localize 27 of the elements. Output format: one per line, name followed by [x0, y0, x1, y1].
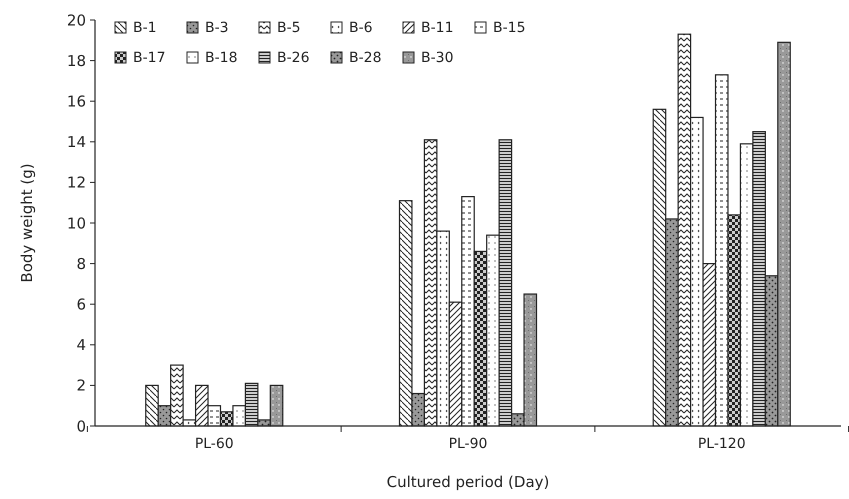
y-tick-label: 14 — [66, 133, 86, 152]
y-tick-label: 8 — [76, 254, 86, 273]
legend-label: B-3 — [205, 20, 229, 36]
y-tick-label: 6 — [76, 295, 86, 314]
x-axis-title: Cultured period (Day) — [386, 473, 550, 491]
x-tick-label: PL-120 — [698, 436, 746, 452]
y-tick-label: 18 — [66, 52, 86, 70]
x-tick-label: PL-90 — [448, 436, 488, 452]
y-axis-title: Body weight (g) — [18, 163, 36, 283]
legend-label: B-18 — [205, 50, 238, 66]
x-tick-label: PL-60 — [194, 436, 234, 452]
legend-label: B-28 — [349, 50, 382, 66]
legend-label: B-6 — [349, 20, 373, 36]
legend-label: B-15 — [493, 20, 526, 36]
y-tick-label: 10 — [66, 214, 86, 232]
y-tick-label: 20 — [66, 11, 86, 30]
legend-label: B-17 — [133, 50, 166, 66]
legend-label: B-30 — [421, 50, 454, 66]
y-tick-label: 4 — [76, 336, 86, 354]
legend-label: B-26 — [277, 50, 310, 66]
legend-label: B-5 — [277, 20, 301, 36]
y-tick-label: 16 — [66, 92, 86, 110]
legend-label: B-1 — [133, 20, 157, 36]
y-tick-label: 12 — [66, 174, 86, 192]
y-tick-label: 0 — [76, 417, 86, 436]
y-tick-label: 2 — [76, 376, 86, 395]
legend-label: B-11 — [421, 20, 454, 36]
